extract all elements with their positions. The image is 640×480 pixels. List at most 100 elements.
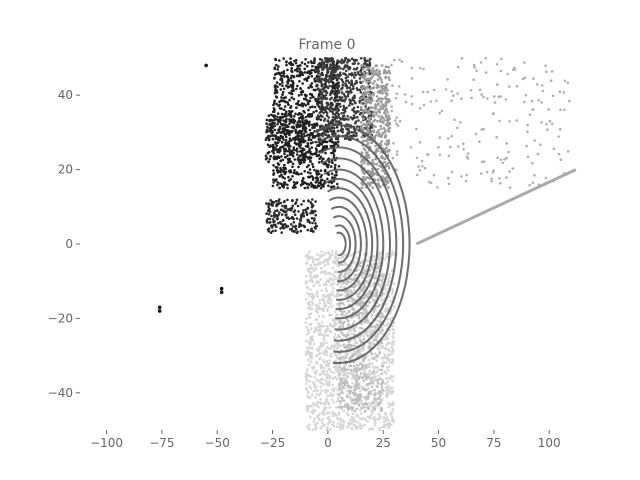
point (382, 272, 385, 276)
point (328, 74, 332, 77)
point (298, 154, 302, 158)
point (317, 88, 321, 91)
point (280, 145, 283, 149)
point (385, 290, 389, 294)
point (372, 73, 376, 76)
point (387, 402, 391, 405)
point (338, 425, 342, 429)
point (550, 122, 554, 125)
point (340, 367, 344, 370)
point (275, 88, 278, 92)
point (394, 96, 398, 100)
point (315, 186, 319, 189)
point (391, 289, 395, 293)
point (337, 411, 341, 415)
point (315, 253, 319, 256)
point (281, 175, 284, 179)
point (545, 122, 548, 126)
point (325, 257, 328, 261)
point (328, 376, 331, 380)
point (322, 383, 326, 386)
point (387, 365, 391, 368)
point (318, 357, 322, 361)
point (353, 100, 356, 103)
point (308, 106, 312, 109)
point (306, 186, 309, 189)
point (320, 100, 323, 103)
point (310, 82, 314, 85)
point (298, 141, 302, 144)
point (403, 93, 407, 96)
point (353, 402, 356, 406)
point (276, 141, 279, 145)
point (496, 156, 499, 160)
point (283, 172, 287, 176)
point (369, 101, 372, 105)
point (268, 217, 272, 221)
point (286, 68, 289, 72)
point (286, 80, 289, 83)
point (343, 65, 347, 68)
point (304, 375, 308, 379)
point (343, 345, 346, 349)
point (513, 68, 517, 71)
point (385, 252, 388, 256)
point (298, 70, 302, 74)
point (422, 103, 426, 107)
point (314, 267, 318, 271)
point (299, 124, 303, 127)
point (350, 401, 354, 405)
point (316, 103, 320, 107)
point (355, 407, 359, 411)
point (365, 143, 369, 146)
point (362, 406, 366, 409)
point (340, 61, 343, 65)
point (309, 263, 313, 267)
point (331, 112, 335, 116)
point (315, 173, 319, 176)
point (345, 312, 349, 315)
point (390, 63, 393, 67)
point (380, 315, 384, 319)
point (311, 402, 315, 405)
point (383, 353, 386, 356)
point (330, 85, 334, 88)
point (352, 327, 356, 330)
point (285, 216, 289, 219)
point (304, 321, 308, 325)
point (323, 260, 326, 263)
point (355, 125, 359, 128)
point (367, 176, 371, 180)
point (484, 57, 488, 60)
point (309, 138, 313, 142)
point (409, 146, 413, 149)
point (386, 393, 389, 396)
point (523, 61, 526, 64)
point (288, 137, 292, 140)
point (299, 138, 302, 141)
point (332, 282, 336, 285)
point (378, 351, 382, 354)
point (278, 83, 282, 86)
point (315, 385, 318, 389)
point (346, 403, 349, 407)
point (366, 121, 370, 124)
point (328, 254, 332, 257)
point (312, 284, 315, 288)
point (347, 81, 351, 84)
point (361, 88, 364, 91)
point (479, 61, 483, 64)
cluster-lower-road-dark (337, 261, 385, 413)
point (361, 93, 364, 96)
point (345, 405, 349, 409)
point (297, 103, 301, 107)
point (558, 90, 562, 93)
point (366, 321, 370, 325)
point (280, 96, 283, 99)
point (311, 335, 314, 338)
point (343, 137, 347, 140)
point (320, 333, 324, 337)
point (286, 183, 289, 187)
point (338, 319, 342, 322)
point (313, 126, 316, 129)
